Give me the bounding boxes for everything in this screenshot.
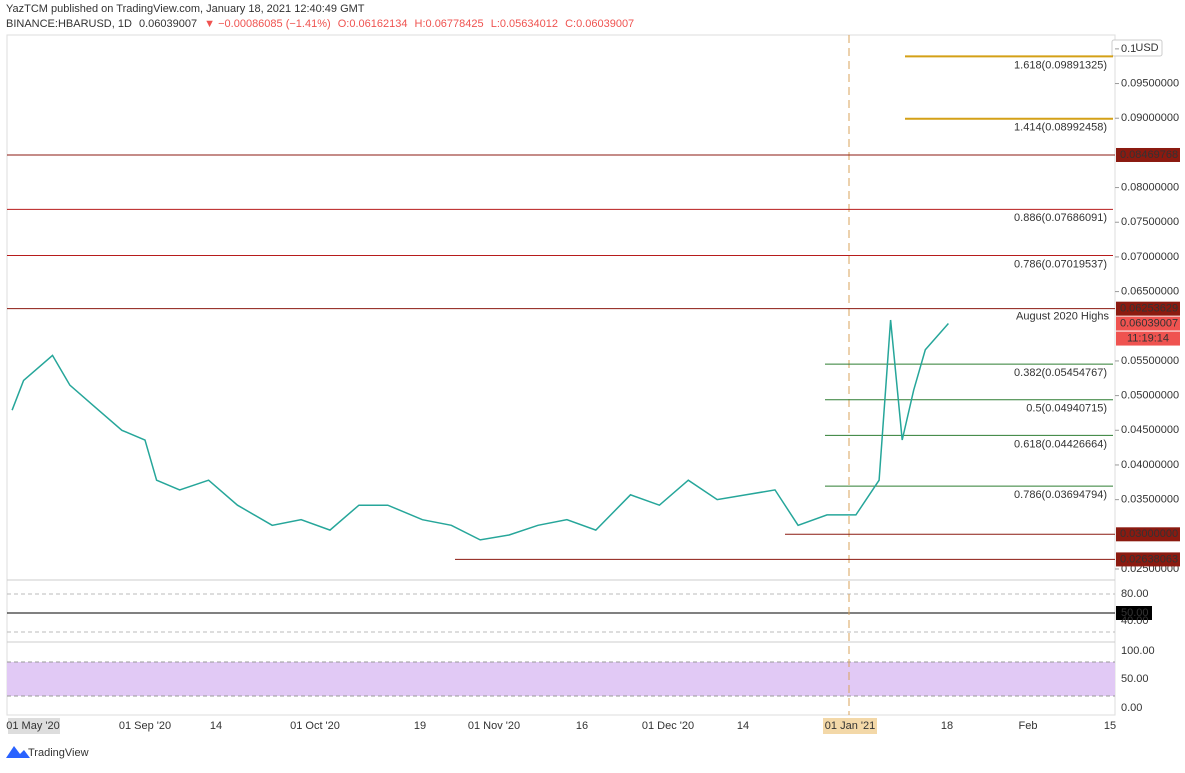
rsi-label: 80.00 xyxy=(1121,588,1149,600)
close: C:0.06039007 xyxy=(565,18,634,30)
price-tick-label: 0.06500000 xyxy=(1121,285,1179,297)
time-label: 01 Dec '20 xyxy=(642,720,694,732)
stoch-label: 100.00 xyxy=(1121,645,1155,657)
countdown: 11:19:14 xyxy=(1127,332,1169,344)
fib-label: 1.414(0.08992458) xyxy=(1014,122,1107,134)
currency-box xyxy=(1111,39,1163,57)
chart-frame xyxy=(6,34,1116,716)
price-tick-label: 0.1 xyxy=(1121,43,1136,55)
rsi-tag xyxy=(1116,606,1152,620)
currency: USD xyxy=(1135,42,1158,54)
fib-label: 0.382(0.05454767) xyxy=(1014,367,1107,379)
price-tick-label: 0.05500000 xyxy=(1121,355,1179,367)
time-highlight xyxy=(823,718,877,734)
fib-label: 0.618(0.04426664) xyxy=(1014,438,1107,450)
time-highlight xyxy=(8,718,60,734)
fib-label: 0.786(0.07019537) xyxy=(1014,258,1107,270)
logo xyxy=(6,746,30,758)
price-tag-label: 0.08469768 xyxy=(1120,149,1178,161)
price-tag-label: 0.02638063 xyxy=(1120,553,1178,565)
time-label: 01 May '20 xyxy=(6,720,59,732)
fib-label: 0.886(0.07686091) xyxy=(1014,212,1107,224)
change: ▼ −0.00086085 (−1.41%) xyxy=(204,18,330,30)
time-label: 14 xyxy=(210,720,222,732)
time-label: 15 xyxy=(1104,720,1116,732)
time-label: 16 xyxy=(576,720,588,732)
time-label: 01 Jan '21 xyxy=(825,720,875,732)
price-tick-label: 0.04500000 xyxy=(1121,424,1179,436)
high: H:0.06778425 xyxy=(415,18,484,30)
time-label: Feb xyxy=(1019,720,1038,732)
price-tick-label: 0.08000000 xyxy=(1121,181,1179,193)
price-tick-label: 0.09000000 xyxy=(1121,112,1179,124)
price-tick-label: 0.04000000 xyxy=(1121,459,1179,471)
stoch-label: 0.00 xyxy=(1121,702,1142,714)
fib-label: 0.786(0.03694794) xyxy=(1014,489,1107,501)
publisher: YazTCM published on TradingView.com, Jan… xyxy=(6,3,365,15)
resistance-label: August 2020 Highs xyxy=(1016,311,1109,323)
price-tag xyxy=(1116,552,1180,567)
price-tag xyxy=(1116,301,1180,316)
price-tag xyxy=(1116,147,1180,162)
price-tag-label: 0.06253629 xyxy=(1120,303,1178,315)
price-tick-label: 0.09500000 xyxy=(1121,77,1179,89)
price-tick-label: 0.07000000 xyxy=(1121,251,1179,263)
price-tick-label: 0.03500000 xyxy=(1121,494,1179,506)
symbol-line: BINANCE:HBARUSD, 1D 0.06039007 ▼ −0.0008… xyxy=(6,18,634,30)
price-tag xyxy=(1116,527,1180,542)
price-line xyxy=(11,319,949,541)
time-label: 01 Oct '20 xyxy=(290,720,340,732)
time-label: 01 Sep '20 xyxy=(119,720,171,732)
brand: TradingView xyxy=(28,747,89,759)
stoch-label: 50.00 xyxy=(1121,673,1149,685)
price-tag xyxy=(1116,316,1180,331)
rsi-label: 50.00 xyxy=(1121,607,1149,619)
time-label: 01 Nov '20 xyxy=(468,720,520,732)
stoch-band xyxy=(7,662,1115,696)
time-label: 18 xyxy=(941,720,953,732)
price-tick-label: 0.05000000 xyxy=(1121,390,1179,402)
low: L:0.05634012 xyxy=(491,18,558,30)
rsi-label: 40.00 xyxy=(1121,615,1149,627)
last: 0.06039007 xyxy=(139,18,197,30)
price-tag-label: 0.06039007 xyxy=(1120,317,1178,329)
countdown-box xyxy=(1116,331,1180,346)
symbol: BINANCE:HBARUSD, 1D xyxy=(6,18,132,30)
price-tag-label: 0.03000000 xyxy=(1120,528,1178,540)
time-label: 14 xyxy=(737,720,749,732)
price-tick-label: 0.07500000 xyxy=(1121,216,1179,228)
fib-label: 0.5(0.04940715) xyxy=(1026,403,1107,415)
open: O:0.06162134 xyxy=(338,18,408,30)
fib-label: 1.618(0.09891325) xyxy=(1014,59,1107,71)
time-label: 19 xyxy=(414,720,426,732)
